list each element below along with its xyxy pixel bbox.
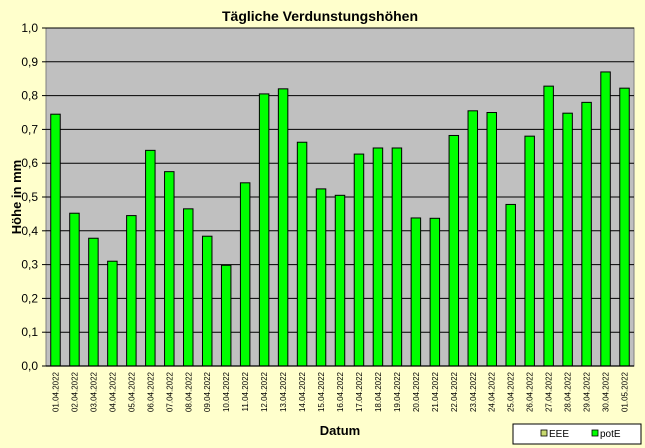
y-tick-label: 1,0	[21, 21, 38, 35]
bar	[277, 88, 289, 367]
x-tick-label: 28.04.2022	[564, 371, 573, 412]
bar	[543, 85, 554, 367]
y-tick-label: 0,2	[21, 291, 38, 305]
bar	[562, 112, 573, 367]
y-tick-labels: 0,0 0,1 0,2 0,3 0,4 0,5 0,6 0,7 0,8 0,9 1,0	[21, 21, 38, 373]
bar	[69, 212, 80, 367]
bar	[448, 134, 460, 367]
x-tick-label: 11.04.2022	[241, 371, 250, 411]
y-tick-label: 0,1	[21, 325, 38, 339]
bar	[50, 113, 61, 367]
x-tick-label: 14.04.2022	[298, 371, 307, 412]
x-tick-label: 08.04.2022	[184, 371, 193, 412]
x-tick-label: 07.04.2022	[165, 371, 174, 412]
x-tick-label: 03.04.2022	[89, 371, 98, 412]
y-tick-label: 0,3	[21, 258, 38, 272]
x-tick-label: 22.04.2022	[450, 371, 459, 412]
bar	[201, 235, 213, 367]
y-tick-label: 0,8	[21, 89, 38, 103]
bar	[619, 87, 630, 367]
bar	[220, 264, 232, 367]
bar	[410, 217, 422, 367]
x-tick-label: 01.04.2022	[51, 371, 60, 412]
bar	[88, 237, 99, 367]
x-tick-label: 16.04.2022	[336, 371, 345, 412]
bar	[145, 149, 156, 367]
bar	[239, 182, 251, 367]
bar	[164, 171, 175, 367]
y-tick-label: 0,0	[21, 359, 38, 373]
bar	[258, 93, 270, 367]
legend-label-eee: EEE	[549, 429, 569, 440]
x-tick-labels: 01.04.2022 02.04.2022 03.04.2022 04.04.2022…	[51, 371, 629, 412]
x-tick-label: 27.04.2022	[545, 371, 554, 412]
bar	[505, 203, 516, 367]
bar	[429, 217, 441, 367]
legend: EEE potE	[512, 423, 642, 445]
x-tick-label: 18.04.2022	[374, 371, 383, 412]
bar	[581, 101, 592, 367]
bar	[183, 208, 194, 367]
x-tick-label: 01.05.2022	[621, 371, 630, 412]
y-tick-label: 0,5	[21, 190, 38, 204]
x-tick-label: 26.04.2022	[526, 371, 535, 412]
x-tick-label: 15.04.2022	[317, 371, 326, 412]
bar	[486, 112, 497, 367]
y-tick-label: 0,7	[21, 122, 38, 136]
x-tick-label: 17.04.2022	[355, 371, 364, 412]
x-tick-label: 06.04.2022	[146, 371, 155, 412]
bar	[524, 135, 535, 367]
y-tick-label: 0,6	[21, 156, 38, 170]
x-tick-label: 30.04.2022	[602, 371, 611, 412]
bar	[315, 188, 327, 367]
bars	[46, 71, 634, 367]
x-tick-label: 05.04.2022	[127, 371, 136, 412]
bar	[353, 153, 365, 367]
legend-box	[512, 423, 642, 445]
x-tick-label: 13.04.2022	[279, 371, 288, 412]
bar	[372, 147, 384, 367]
y-tick-label: 0,4	[21, 224, 38, 238]
legend-swatch-pote	[591, 429, 599, 437]
x-tick-label: 19.04.2022	[393, 371, 402, 412]
x-tick-label: 24.04.2022	[488, 371, 497, 412]
bar	[600, 71, 611, 367]
y-axis-label: Höhe in mm	[9, 160, 24, 234]
x-tick-label: 29.04.2022	[583, 371, 592, 412]
y-tick-label: 0,9	[21, 55, 38, 69]
bar	[296, 141, 308, 367]
bar	[334, 194, 346, 367]
x-tick-label: 02.04.2022	[70, 371, 79, 412]
bar	[126, 215, 137, 367]
x-tick-label: 25.04.2022	[507, 371, 516, 412]
bar	[391, 147, 403, 367]
x-tick-label: 23.04.2022	[469, 371, 478, 412]
bar	[107, 260, 118, 367]
x-axis-label: Datum	[320, 423, 360, 438]
x-tick-label: 04.04.2022	[108, 371, 117, 412]
x-tick-label: 21.04.2022	[431, 371, 440, 412]
x-tick-label: 12.04.2022	[260, 371, 269, 412]
legend-label-pote: potE	[600, 429, 621, 440]
x-tick-label: 20.04.2022	[412, 371, 421, 412]
x-tick-label: 10.04.2022	[222, 371, 231, 412]
bar	[467, 110, 479, 367]
chart-title: Tägliche Verdunstungshöhen	[222, 8, 418, 24]
legend-swatch-eee	[540, 429, 548, 437]
x-tick-label: 09.04.2022	[203, 371, 212, 412]
